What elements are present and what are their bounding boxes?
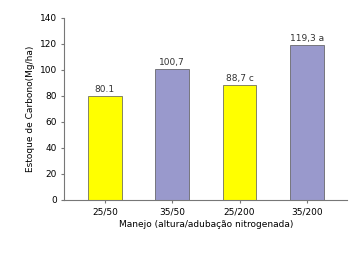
Bar xyxy=(88,96,122,200)
Text: 88,7 c: 88,7 c xyxy=(226,73,253,83)
Text: 80.1: 80.1 xyxy=(95,85,115,94)
Text: 119,3 a: 119,3 a xyxy=(290,34,324,43)
Bar xyxy=(155,69,189,200)
Y-axis label: Estoque de Carbono(Mg/ha): Estoque de Carbono(Mg/ha) xyxy=(26,46,35,172)
Text: 100,7: 100,7 xyxy=(159,58,185,67)
Bar xyxy=(223,84,256,200)
Bar xyxy=(290,45,324,200)
X-axis label: Manejo (altura/adubação nitrogenada): Manejo (altura/adubação nitrogenada) xyxy=(118,220,293,229)
